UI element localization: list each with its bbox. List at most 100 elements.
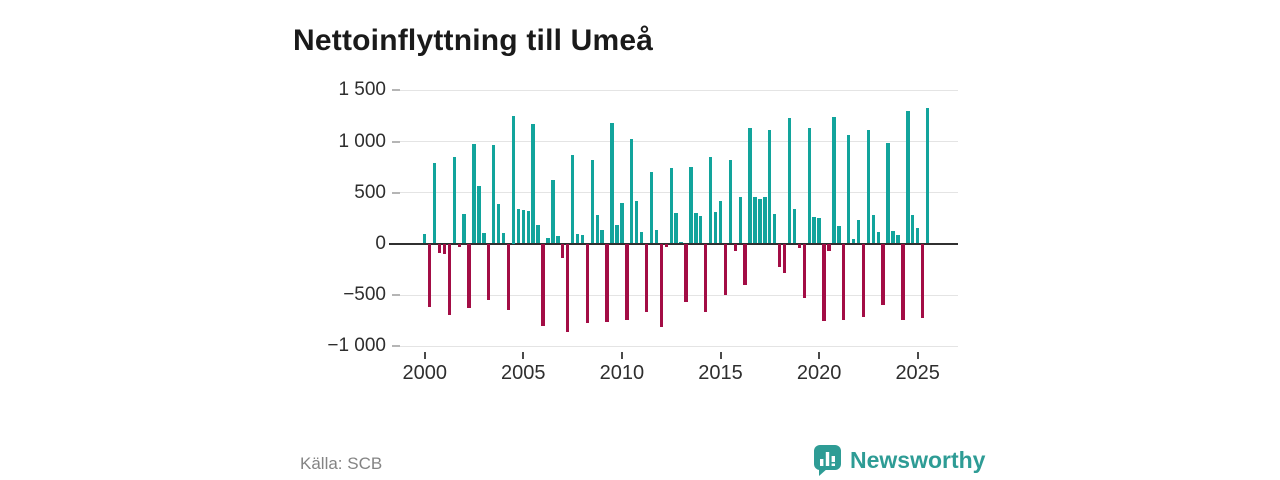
bar: [442, 243, 447, 254]
y-axis-label: −1 000: [327, 335, 386, 357]
bar: [916, 227, 920, 244]
bar: [694, 213, 698, 244]
bar: [432, 162, 437, 244]
x-tick: [916, 352, 919, 359]
y-tick: [392, 294, 400, 297]
bar: [590, 160, 594, 244]
bar: [684, 243, 688, 303]
bar: [467, 243, 471, 308]
bar: [679, 241, 683, 244]
x-axis-label: 2020: [796, 362, 842, 384]
bar: [669, 167, 673, 244]
gridline: [400, 141, 958, 143]
bar: [891, 231, 895, 244]
y-tick: [392, 345, 400, 348]
y-axis-label: 0: [375, 233, 386, 254]
bar: [718, 201, 723, 244]
bar: [906, 111, 910, 244]
bar: [605, 243, 609, 322]
bar: [768, 129, 772, 244]
bar: [748, 127, 752, 244]
bar: [531, 123, 535, 244]
bar: [758, 199, 762, 244]
bar: [896, 234, 900, 244]
bar: [610, 123, 614, 244]
bar: [625, 243, 629, 320]
bar: [634, 201, 639, 244]
bar: [639, 232, 644, 244]
bar: [551, 180, 555, 244]
y-axis-label: 500: [354, 181, 386, 203]
bar: [664, 243, 668, 247]
bar: [585, 243, 590, 324]
bar: [846, 134, 851, 244]
y-tick: [392, 191, 400, 194]
gridline: [400, 89, 958, 91]
bar: [832, 116, 836, 244]
bar: [856, 219, 861, 244]
bar-chart: 1 500 1 000 500 0 −500 −1 000 2000 2005 2010 2015…: [327, 70, 958, 384]
x-tick: [719, 352, 722, 359]
bar: [492, 145, 496, 244]
brand-name: Newsworthy: [850, 447, 986, 473]
bar: [595, 214, 599, 244]
bar: [886, 142, 890, 244]
x-axis-label: 2025: [895, 362, 940, 384]
bar: [521, 209, 525, 244]
bar: [472, 144, 476, 244]
bar: [506, 243, 511, 310]
bar: [773, 214, 777, 244]
bar: [782, 243, 787, 274]
bar: [457, 243, 461, 248]
bar: [901, 243, 905, 320]
bar: [487, 243, 491, 300]
bar: [501, 233, 506, 244]
page-title: Nettoinflyttning till Umeå: [293, 24, 654, 58]
bar: [482, 232, 486, 244]
bar: [738, 197, 742, 244]
bar: [477, 185, 481, 244]
bar: [827, 243, 831, 252]
bar: [526, 210, 530, 244]
gridline: [400, 192, 958, 194]
bar: [630, 139, 634, 244]
bar: [743, 243, 747, 285]
source-note: Källa: SCB: [300, 454, 383, 473]
bar: [822, 243, 826, 322]
bar: [881, 243, 885, 305]
bar: [792, 209, 797, 244]
bar: [659, 243, 664, 328]
bar: [536, 225, 540, 244]
bar: [654, 230, 659, 244]
bar: [837, 226, 841, 244]
bar: [866, 129, 871, 244]
bar: [812, 216, 816, 244]
gridline: [400, 345, 958, 347]
bar: [541, 243, 545, 326]
bar: [708, 157, 713, 244]
x-axis-label: 2000: [402, 362, 447, 384]
bar: [600, 230, 604, 244]
bar-chart-speech-bubble-icon: [814, 445, 841, 476]
x-tick: [423, 352, 426, 359]
bar: [427, 243, 432, 307]
bar: [644, 243, 649, 312]
bar: [561, 243, 565, 259]
bar: [615, 224, 619, 244]
bar: [777, 243, 782, 267]
bar: [516, 208, 521, 244]
bar: [728, 160, 733, 244]
bar: [911, 215, 915, 244]
bar: [570, 154, 575, 244]
bar: [580, 235, 585, 244]
x-axis-label: 2015: [698, 362, 743, 384]
bar: [462, 214, 466, 244]
x-tick: [818, 352, 821, 359]
y-axis-label: 1 000: [338, 130, 386, 152]
bar: [437, 243, 442, 253]
bar: [565, 243, 570, 332]
bar: [876, 231, 880, 244]
bar: [920, 243, 925, 319]
y-tick: [389, 242, 400, 245]
bar: [861, 243, 866, 317]
